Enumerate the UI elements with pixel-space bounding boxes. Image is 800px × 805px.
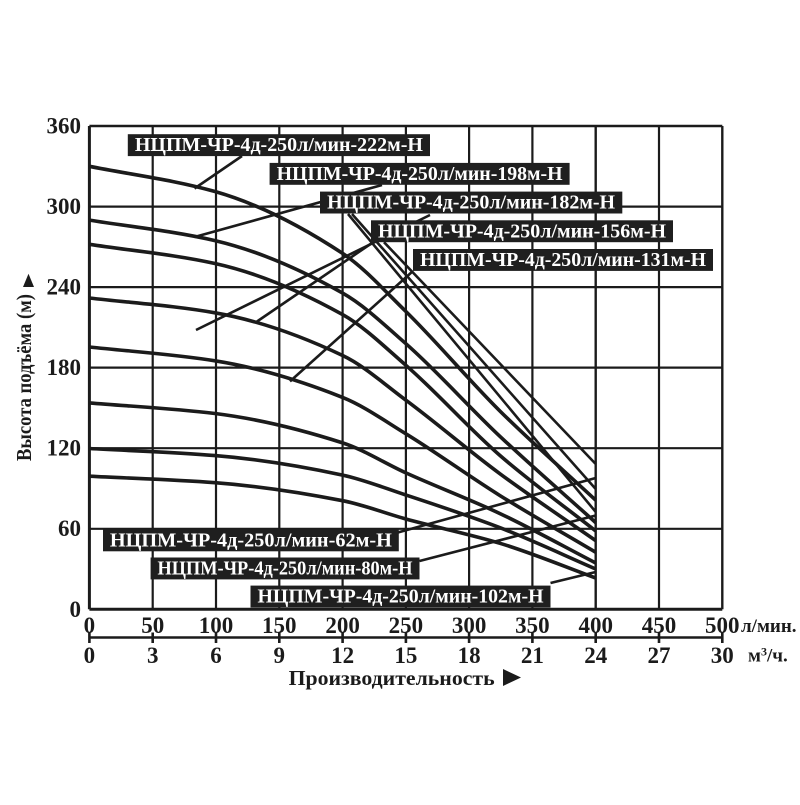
svg-text:24: 24	[584, 643, 608, 668]
svg-text:0: 0	[70, 597, 82, 622]
svg-text:3: 3	[147, 643, 159, 668]
svg-text:НЦПМ-ЧР-4д-250л/мин-62м-Н: НЦПМ-ЧР-4д-250л/мин-62м-Н	[110, 530, 392, 551]
svg-text:НЦПМ-ЧР-4д-250л/мин-156м-Н: НЦПМ-ЧР-4д-250л/мин-156м-Н	[378, 221, 666, 242]
svg-text:240: 240	[47, 275, 82, 300]
svg-text:120: 120	[47, 436, 82, 461]
svg-text:15: 15	[394, 643, 417, 668]
svg-text:м3/ч.: м3/ч.	[748, 645, 788, 667]
svg-text:300: 300	[47, 194, 82, 219]
svg-text:НЦПМ-ЧР-4д-250л/мин-182м-Н: НЦПМ-ЧР-4д-250л/мин-182м-Н	[327, 193, 615, 214]
svg-text:Высота подъёма (м): Высота подъёма (м)	[12, 294, 36, 461]
svg-text:НЦПМ-ЧР-4д-250л/мин-198м-Н: НЦПМ-ЧР-4д-250л/мин-198м-Н	[277, 164, 563, 185]
svg-text:50: 50	[141, 613, 164, 638]
svg-text:9: 9	[274, 643, 286, 668]
svg-text:0: 0	[84, 643, 96, 668]
svg-text:Производительность: Производительность	[289, 666, 495, 690]
svg-text:НЦПМ-ЧР-4д-250л/мин-102м-Н: НЦПМ-ЧР-4д-250л/мин-102м-Н	[258, 587, 544, 608]
svg-text:18: 18	[458, 643, 481, 668]
svg-text:180: 180	[47, 355, 82, 380]
svg-text:360: 360	[47, 114, 82, 139]
svg-text:21: 21	[521, 643, 544, 668]
svg-text:6: 6	[210, 643, 222, 668]
svg-text:НЦПМ-ЧР-4д-250л/мин-80м-Н: НЦПМ-ЧР-4д-250л/мин-80м-Н	[158, 559, 413, 580]
svg-text:30: 30	[711, 643, 734, 668]
svg-text:НЦПМ-ЧР-4д-250л/мин-222м-Н: НЦПМ-ЧР-4д-250л/мин-222м-Н	[135, 135, 423, 156]
svg-text:0: 0	[84, 613, 96, 638]
svg-text:60: 60	[58, 516, 81, 541]
svg-text:НЦПМ-ЧР-4д-250л/мин-131м-Н: НЦПМ-ЧР-4д-250л/мин-131м-Н	[420, 250, 706, 271]
svg-text:12: 12	[331, 643, 354, 668]
svg-text:27: 27	[648, 643, 671, 668]
svg-text:л/мин.: л/мин.	[741, 616, 797, 637]
